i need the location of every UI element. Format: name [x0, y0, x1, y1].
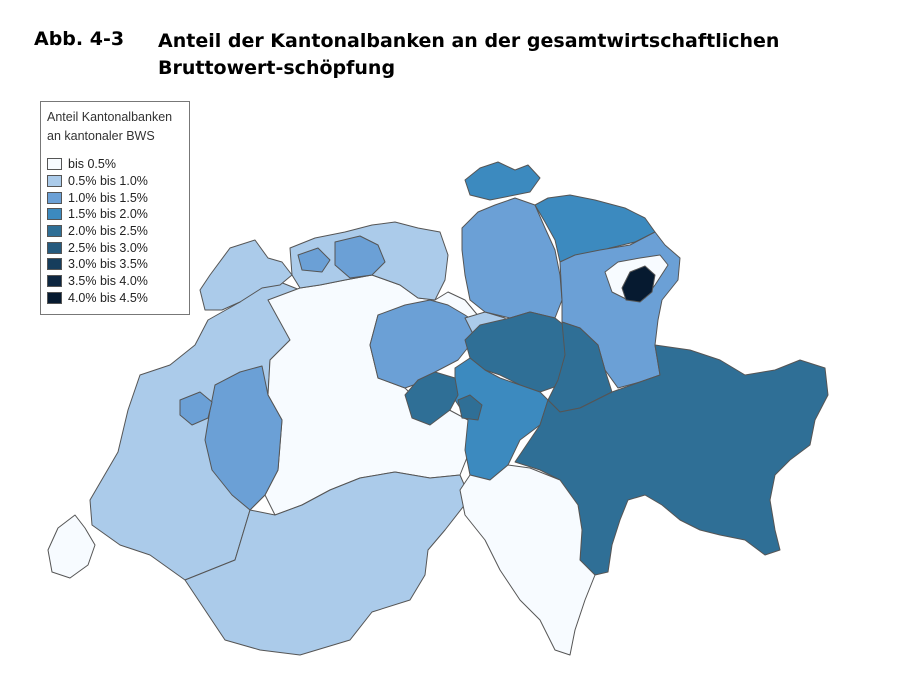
legend-swatch: [47, 258, 62, 271]
legend-item: 1.0% bis 1.5%: [47, 189, 189, 206]
legend-item: 3.0% bis 3.5%: [47, 256, 189, 273]
region-geneva[interactable]: [47, 514, 96, 579]
legend-swatch: [47, 191, 62, 204]
legend-item: 4.0% bis 4.5%: [47, 290, 189, 307]
region-lucerne[interactable]: [369, 299, 481, 389]
legend-label: 1.5% bis 2.0%: [68, 207, 148, 222]
legend-item: 2.5% bis 3.0%: [47, 239, 189, 256]
legend-title: Anteil Kantonalbanken an kantonaler BWS: [47, 108, 189, 146]
figure-number: Abb. 4-3: [34, 28, 125, 50]
region-fribourg[interactable]: [204, 365, 283, 511]
region-uri[interactable]: [454, 357, 549, 481]
legend-label: 3.5% bis 4.0%: [68, 274, 148, 289]
legend-swatch: [47, 158, 62, 171]
region-obwalden[interactable]: [404, 371, 459, 426]
legend-label: 2.0% bis 2.5%: [68, 224, 148, 239]
legend-swatch: [47, 175, 62, 188]
region-fribourg-enclave[interactable]: [179, 391, 213, 426]
legend-swatch: [47, 208, 62, 221]
legend-title-line2: an kantonaler BWS: [47, 129, 155, 143]
map-legend: Anteil Kantonalbanken an kantonaler BWS …: [40, 101, 190, 315]
legend-item: 3.5% bis 4.0%: [47, 273, 189, 290]
region-nidwalden[interactable]: [457, 394, 483, 421]
legend-swatch: [47, 241, 62, 254]
legend-label: 0.5% bis 1.0%: [68, 174, 148, 189]
region-ticino[interactable]: [459, 464, 596, 656]
legend-swatch: [47, 275, 62, 288]
legend-label: bis 0.5%: [68, 157, 116, 172]
legend-label: 4.0% bis 4.5%: [68, 290, 148, 305]
region-jura[interactable]: [199, 239, 293, 311]
legend-swatch: [47, 291, 62, 304]
region-schaffhausen[interactable]: [464, 161, 541, 201]
figure-title: Anteil der Kantonalbanken an der gesamtw…: [158, 30, 780, 79]
legend-item: 1.5% bis 2.0%: [47, 206, 189, 223]
region-solothurn-west[interactable]: [297, 247, 331, 273]
legend-label: 2.5% bis 3.0%: [68, 240, 148, 255]
legend-item: bis 0.5%: [47, 156, 189, 173]
legend-title-line1: Anteil Kantonalbanken: [47, 110, 173, 124]
legend-label: 3.0% bis 3.5%: [68, 257, 148, 272]
region-solothurn[interactable]: [334, 235, 386, 279]
legend-swatch: [47, 225, 62, 238]
region-appenzell-ir[interactable]: [621, 265, 656, 303]
region-valais[interactable]: [184, 471, 471, 656]
legend-item: 2.0% bis 2.5%: [47, 223, 189, 240]
legend-label: 1.0% bis 1.5%: [68, 190, 148, 205]
legend-item: 0.5% bis 1.0%: [47, 173, 189, 190]
legend-list: bis 0.5% 0.5% bis 1.0% 1.0% bis 1.5% 1.5% b…: [47, 156, 189, 306]
